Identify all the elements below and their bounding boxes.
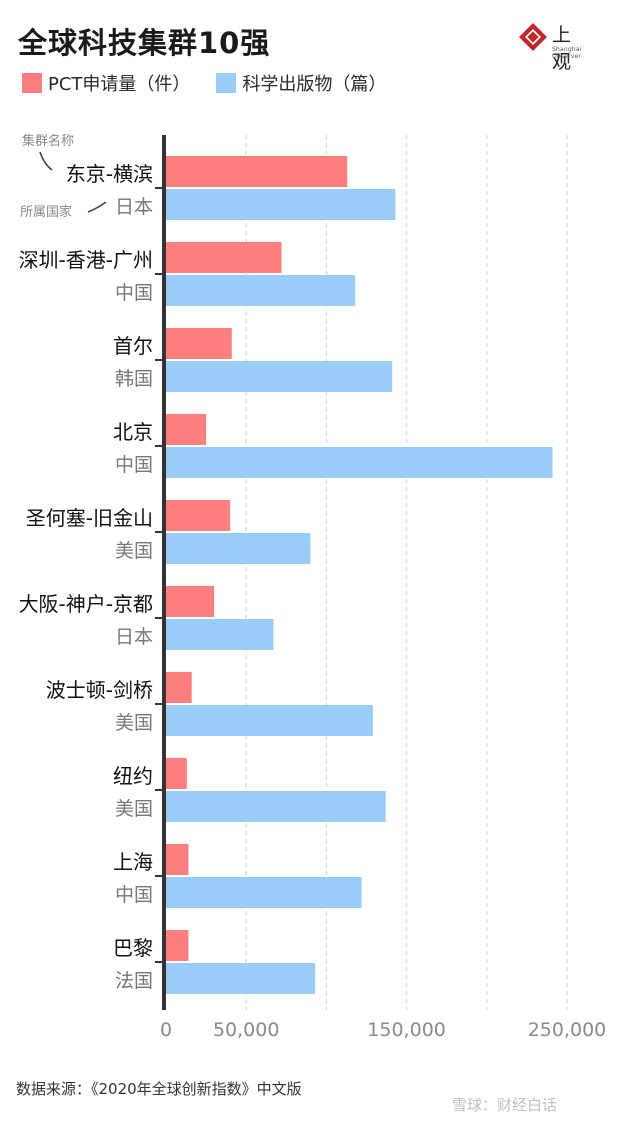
annotation-cluster-name: 集群名称 <box>22 133 74 149</box>
country-label: 法国 <box>115 970 153 992</box>
source-note: 数据来源：《2020年全球创新指数》中文版 <box>16 1080 302 1098</box>
pct-bar <box>166 672 192 703</box>
country-label: 日本 <box>115 626 153 648</box>
cluster-name-label: 北京 <box>113 420 153 444</box>
cluster-name-label: 波士顿-剑桥 <box>46 678 153 702</box>
logo-text: 上观 <box>552 24 578 73</box>
pct-bar <box>166 414 207 445</box>
sci-bar <box>166 533 311 564</box>
chart-legend: PCT申请量（件） 科学出版物（篇） <box>22 70 412 96</box>
legend-item-sci: 科学出版物（篇） <box>216 70 386 96</box>
cluster-name-label: 圣何塞-旧金山 <box>26 506 153 530</box>
country-label: 美国 <box>115 540 153 562</box>
sci-bar <box>166 705 373 736</box>
sci-bar <box>166 361 393 392</box>
x-tick-label: 50,000 <box>213 1019 279 1041</box>
cluster-name-label: 深圳-香港-广州 <box>19 248 153 272</box>
cluster-name-label: 东京-横滨 <box>66 162 153 186</box>
pct-bar <box>166 586 215 617</box>
country-label: 中国 <box>115 282 153 304</box>
sci-bar <box>166 447 553 478</box>
x-tick-label: 250,000 <box>528 1019 607 1041</box>
cluster-name-label: 大阪-神户-京都 <box>19 592 153 616</box>
sci-bar <box>166 791 386 822</box>
category-labels: 东京-横滨日本深圳-香港-广州中国首尔韩国北京中国圣何塞-旧金山美国大阪-神户-… <box>19 162 164 992</box>
country-label: 韩国 <box>115 368 153 390</box>
bars <box>166 156 553 994</box>
legend-label-pct: PCT申请量（件） <box>48 74 191 95</box>
annotation-country: 所属国家 <box>20 204 72 220</box>
logo-mark-icon <box>519 23 547 51</box>
pct-bar <box>166 930 189 961</box>
annotation-pointer-1 <box>39 151 53 171</box>
legend-swatch-pct <box>22 73 42 93</box>
x-tick-label: 150,000 <box>367 1019 446 1041</box>
bar-chart: 东京-横滨日本深圳-香港-广州中国首尔韩国北京中国圣何塞-旧金山美国大阪-神户-… <box>19 133 607 1041</box>
sci-bar <box>166 189 396 220</box>
axes: 0 50,000 150,000 250,000 <box>160 135 606 1041</box>
publisher-logo: 上观 Shanghai Observer <box>518 20 600 73</box>
sci-bar <box>166 963 316 994</box>
pct-bar <box>166 500 231 531</box>
cluster-name-label: 上海 <box>113 850 153 874</box>
pct-bar <box>166 156 348 187</box>
country-label: 美国 <box>115 712 153 734</box>
legend-item-pct: PCT申请量（件） <box>22 70 190 96</box>
country-label: 中国 <box>115 454 153 476</box>
chart-title: 全球科技集群10强 <box>18 26 271 60</box>
watermark: 雪球：财经白话 <box>452 1096 558 1114</box>
pct-bar <box>166 328 232 359</box>
legend-label-sci: 科学出版物（篇） <box>242 74 387 95</box>
cluster-name-label: 巴黎 <box>113 936 153 960</box>
annotation-pointer-2 <box>87 201 107 213</box>
pct-bar <box>166 844 189 875</box>
legend-swatch-sci <box>216 73 237 93</box>
cluster-name-label: 首尔 <box>113 334 153 358</box>
sci-bar <box>166 275 356 306</box>
country-label: 日本 <box>115 196 153 218</box>
pct-bar <box>166 242 282 273</box>
x-tick-label: 0 <box>160 1019 172 1041</box>
sci-bar <box>166 619 274 650</box>
logo-subtext: Shanghai Observer <box>552 46 582 60</box>
country-label: 中国 <box>115 884 153 906</box>
sci-bar <box>166 877 362 908</box>
pct-bar <box>166 758 187 789</box>
country-label: 美国 <box>115 798 153 820</box>
cluster-name-label: 纽约 <box>113 764 153 788</box>
